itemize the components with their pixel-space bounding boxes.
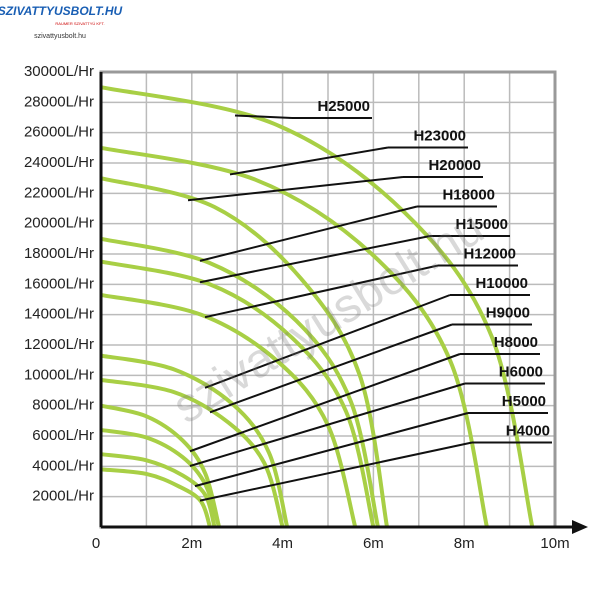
x-tick-label: 8m xyxy=(454,535,475,552)
series-label: H12000 xyxy=(463,245,516,262)
y-tick-label: 10000L/Hr xyxy=(24,366,94,383)
pump-curve xyxy=(100,85,535,528)
y-tick-label: 12000L/Hr xyxy=(24,336,94,353)
series-label: H8000 xyxy=(494,334,538,351)
y-tick-label: 24000L/Hr xyxy=(24,154,94,171)
series-label: H10000 xyxy=(475,275,528,292)
logo: SZIVATTYUSBOLT.HU xyxy=(0,4,123,18)
leader-line xyxy=(199,235,431,284)
y-tick-label: 2000L/Hr xyxy=(32,488,94,505)
pump-curve xyxy=(100,259,376,528)
x-tick-label: 0 xyxy=(92,535,100,552)
pump-curve xyxy=(100,467,212,528)
series-label: H15000 xyxy=(455,216,508,233)
leader-line xyxy=(189,353,461,453)
leader-line xyxy=(189,382,466,467)
series-label: H20000 xyxy=(428,157,481,174)
x-tick-label: 2m xyxy=(181,535,202,552)
x-tick-label: 10m xyxy=(540,535,569,552)
series-label: H18000 xyxy=(442,186,495,203)
leader-line xyxy=(187,176,404,202)
series-label: H9000 xyxy=(486,304,530,321)
pump-curve xyxy=(100,292,358,528)
labels: H25000 H23000 H20000 H18000 H15000 H12000 H100… xyxy=(187,98,552,502)
y-tick-label: 6000L/Hr xyxy=(32,427,94,444)
tagline: RAUMER SZIVATTYÚ KFT. xyxy=(55,21,104,26)
series-label: H6000 xyxy=(499,363,543,380)
y-tick-label: 28000L/Hr xyxy=(24,93,94,110)
y-tick-label: 20000L/Hr xyxy=(24,215,94,232)
y-tick-label: 8000L/Hr xyxy=(32,397,94,414)
y-tick-label: 14000L/Hr xyxy=(24,306,94,323)
pump-curve xyxy=(100,427,221,528)
x-arrow xyxy=(572,520,588,534)
y-tick-label: 30000L/Hr xyxy=(24,63,94,80)
leader-line xyxy=(209,323,453,414)
y-tick-label: 22000L/Hr xyxy=(24,184,94,201)
x-tick-label: 4m xyxy=(272,535,293,552)
series-label: H5000 xyxy=(502,393,546,410)
pump-curve xyxy=(100,403,221,528)
leader-line xyxy=(199,441,473,502)
pump-curve xyxy=(100,176,389,528)
series-label: H25000 xyxy=(317,98,370,115)
pump-curve xyxy=(100,452,217,528)
leader-line xyxy=(229,146,389,176)
x-tick-label: 6m xyxy=(363,535,384,552)
pump-curve xyxy=(100,236,380,528)
series-label: H4000 xyxy=(506,422,550,439)
series-label: H23000 xyxy=(413,127,466,144)
leader-line xyxy=(199,205,418,262)
leader-line xyxy=(204,264,439,319)
curves xyxy=(100,85,535,528)
pump-curve xyxy=(100,145,489,528)
y-tick-label: 4000L/Hr xyxy=(32,457,94,474)
y-tick-label: 16000L/Hr xyxy=(24,275,94,292)
y-tick-label: 18000L/Hr xyxy=(24,245,94,262)
leader-line xyxy=(204,294,451,389)
y-tick-label: 26000L/Hr xyxy=(24,124,94,141)
leader-line xyxy=(234,114,293,119)
leader-line xyxy=(194,412,469,488)
site: szivattyusbolt.hu xyxy=(34,33,86,40)
